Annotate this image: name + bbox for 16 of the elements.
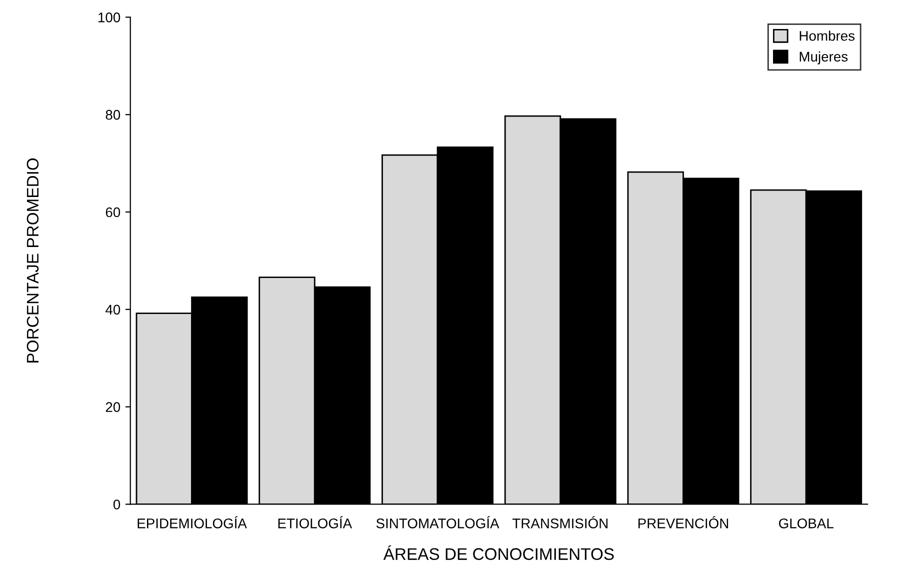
x-tick-label: GLOBAL bbox=[779, 518, 834, 528]
y-tick-label: 60 bbox=[106, 207, 120, 218]
x-tick-label: TRANSMISIÓN bbox=[512, 516, 608, 528]
y-axis-title: PORCENTAJE PROMEDIO bbox=[26, 158, 39, 362]
x-tick-label: PREVENCIÓN bbox=[638, 516, 728, 528]
x-axis-title: ÁREAS DE CONOCIMIENTOS bbox=[383, 545, 614, 560]
y-tick-label: 100 bbox=[98, 12, 120, 22]
y-tick-label: 20 bbox=[106, 402, 120, 412]
y-tick-label: 40 bbox=[106, 304, 120, 315]
y-tick-label: 80 bbox=[106, 110, 120, 120]
x-tick-label: EPIDEMIOLOGÍA bbox=[138, 516, 247, 528]
legend-label: Mujeres bbox=[800, 51, 848, 64]
y-tick-label: 0 bbox=[113, 500, 120, 510]
x-tick-label: ETIOLOGÍA bbox=[278, 516, 352, 528]
legend-label: Hombres bbox=[800, 30, 855, 41]
x-tick-label: SINTOMATOLOGÍA bbox=[376, 516, 500, 528]
